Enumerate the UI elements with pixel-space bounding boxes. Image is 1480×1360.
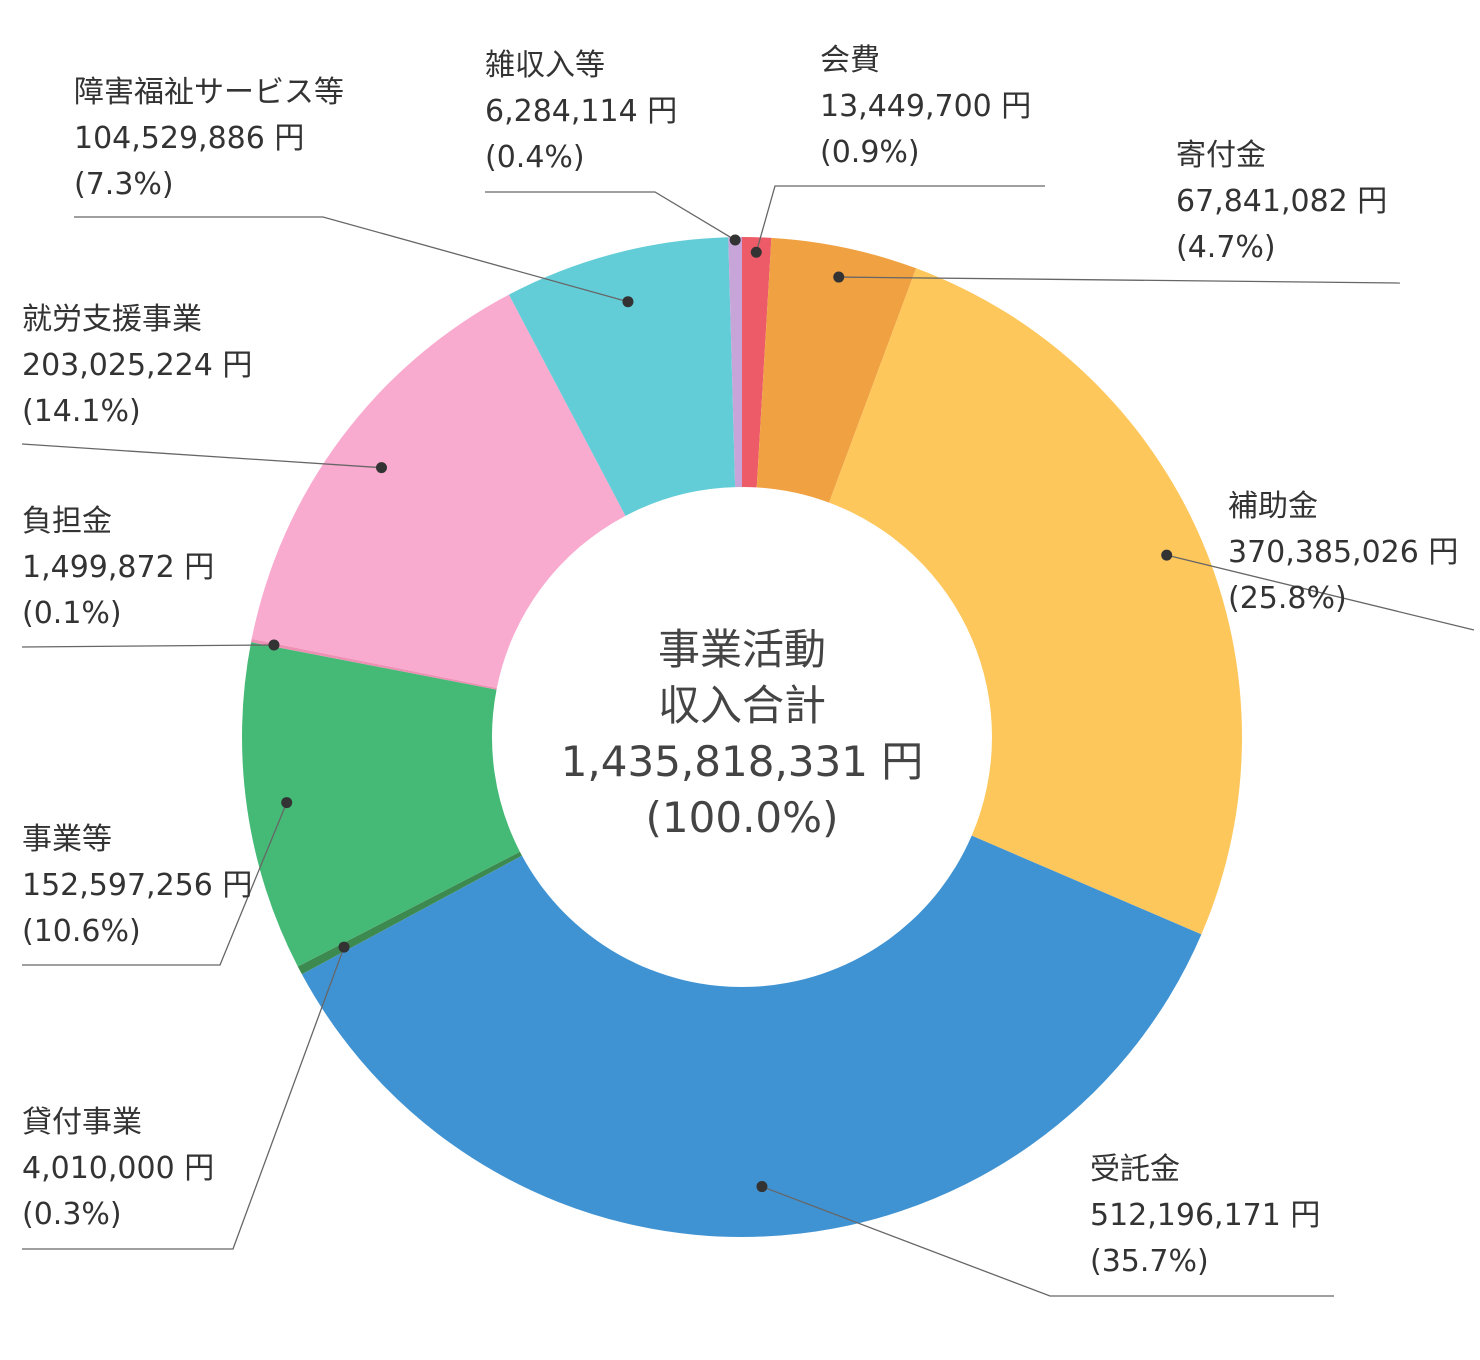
center-line2: 収入合計	[657, 681, 826, 730]
leader-line-hojokin	[1166, 554, 1475, 631]
label-shuro: 就労支援事業 203,025,224 円 (14.1%)	[22, 297, 252, 435]
center-line1: 事業活動	[657, 625, 826, 674]
leader-dot-shogai	[622, 296, 634, 308]
label-name: 雑収入等	[485, 48, 605, 83]
label-percent: (10.6%)	[22, 914, 141, 949]
chart-center-label: 事業活動 収入合計 1,435,818,331 円 (100.0%)	[542, 622, 942, 846]
label-percent: (0.4%)	[485, 140, 585, 175]
label-percent: (0.9%)	[820, 135, 920, 170]
label-percent: (25.8%)	[1228, 581, 1347, 616]
label-amount: 13,449,700 円	[820, 89, 1032, 124]
slice-hojokin	[829, 268, 1242, 935]
slice-zatsu	[728, 237, 742, 488]
leader-dot-jigyoto	[281, 797, 293, 809]
slice-jigyoto	[241, 642, 520, 967]
label-name: 寄付金	[1176, 138, 1266, 173]
leader-dot-kifukin	[833, 271, 845, 283]
leader-dot-kaihi	[750, 246, 762, 258]
label-name: 貸付事業	[22, 1105, 142, 1140]
center-total: 1,435,818,331 円	[560, 737, 924, 786]
leader-line-kaihi	[755, 185, 1045, 253]
leader-dot-hojokin	[1161, 549, 1173, 561]
label-jutakukin: 受託金 512,196,171 円 (35.7%)	[1090, 1147, 1320, 1285]
label-hojokin: 補助金 370,385,026 円 (25.8%)	[1228, 484, 1458, 622]
center-percent: (100.0%)	[645, 793, 839, 842]
label-amount: 1,499,872 円	[22, 550, 215, 585]
label-zatsu: 雑収入等 6,284,114 円 (0.4%)	[485, 43, 677, 181]
label-amount: 370,385,026 円	[1228, 535, 1459, 570]
label-name: 負担金	[22, 504, 112, 539]
label-amount: 104,529,886 円	[74, 121, 305, 156]
label-jigyoto: 事業等 152,597,256 円 (10.6%)	[22, 817, 252, 955]
leader-line-futankin	[21, 644, 274, 648]
label-name: 受託金	[1090, 1152, 1180, 1187]
leader-line-zatsu	[485, 191, 736, 241]
label-name: 就労支援事業	[22, 302, 202, 337]
label-amount: 67,841,082 円	[1176, 184, 1388, 219]
slice-shogai	[508, 237, 736, 516]
label-percent: (4.7%)	[1176, 230, 1276, 265]
leader-line-jigyoto	[22, 802, 288, 966]
label-amount: 152,597,256 円	[22, 868, 253, 903]
leader-dot-futankin	[268, 639, 280, 651]
label-kifukin: 寄付金 67,841,082 円 (4.7%)	[1176, 133, 1387, 271]
label-kashitsuke: 貸付事業 4,010,000 円 (0.3%)	[22, 1100, 214, 1238]
label-futankin: 負担金 1,499,872 円 (0.1%)	[22, 499, 214, 637]
label-percent: (7.3%)	[74, 167, 174, 202]
leader-dot-jutakukin	[756, 1181, 768, 1193]
label-name: 補助金	[1228, 489, 1318, 524]
label-percent: (14.1%)	[22, 394, 141, 429]
label-amount: 203,025,224 円	[22, 348, 253, 383]
leader-line-shogai	[74, 216, 629, 303]
leader-line-shuro	[21, 443, 382, 469]
label-percent: (0.1%)	[22, 596, 122, 631]
slice-shuro	[251, 294, 626, 688]
slice-kaihi	[742, 237, 772, 488]
leader-line-jutakukin	[761, 1185, 1334, 1297]
slice-futankin	[251, 638, 497, 690]
label-shogai: 障害福祉サービス等 104,529,886 円 (7.3%)	[74, 70, 344, 208]
leader-dot-shuro	[376, 462, 388, 474]
label-percent: (35.7%)	[1090, 1244, 1209, 1279]
leader-dot-zatsu	[729, 234, 741, 246]
label-amount: 6,284,114 円	[485, 94, 678, 129]
leader-dot-kashitsuke	[338, 941, 350, 953]
label-amount: 4,010,000 円	[22, 1151, 215, 1186]
label-name: 会費	[820, 43, 880, 78]
leader-line-kifukin	[838, 276, 1401, 284]
slice-jutakukin	[301, 835, 1202, 1237]
slice-kashitsuke	[297, 851, 522, 975]
leader-line-kashitsuke	[22, 946, 345, 1250]
label-percent: (0.3%)	[22, 1197, 122, 1232]
label-name: 事業等	[22, 822, 112, 857]
slice-kifukin	[756, 237, 917, 503]
label-name: 障害福祉サービス等	[74, 75, 344, 110]
label-amount: 512,196,171 円	[1090, 1198, 1321, 1233]
label-kaihi: 会費 13,449,700 円 (0.9%)	[820, 38, 1031, 176]
